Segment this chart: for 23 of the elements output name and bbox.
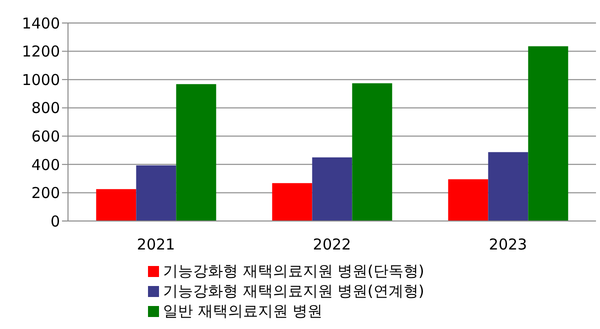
x-tick-label: 2022 (312, 236, 352, 254)
bar (96, 189, 136, 221)
bar (176, 84, 216, 221)
bar (528, 46, 568, 221)
y-tick-label: 1200 (22, 42, 60, 61)
y-tick-label: 0 (50, 212, 60, 230)
bar (448, 179, 488, 221)
legend-label: 일반 재택의료지원 병원 (163, 302, 323, 320)
bar (272, 183, 312, 221)
legend-label: 기능강화형 재택의료지원 병원(연계형) (163, 282, 424, 300)
bar (136, 165, 176, 221)
y-tick-label: 800 (31, 99, 60, 118)
y-tick-label: 400 (31, 156, 60, 174)
legend-label: 기능강화형 재택의료지원 병원(단독형) (163, 262, 424, 280)
x-tick-label: 2021 (136, 236, 176, 254)
y-tick-label: 1400 (22, 14, 60, 32)
bar (312, 157, 352, 221)
y-tick-label: 200 (31, 184, 60, 202)
y-tick-label: 1000 (22, 70, 60, 89)
y-tick-label: 600 (31, 127, 60, 146)
bar (488, 152, 528, 221)
bar (352, 83, 392, 221)
x-tick-label: 2023 (488, 236, 528, 254)
